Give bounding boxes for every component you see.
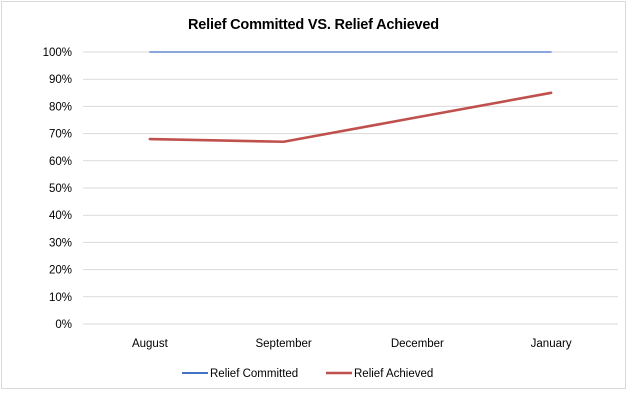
y-tick-label: 100% — [43, 47, 72, 59]
y-tick-label: 30% — [49, 237, 72, 249]
x-tick-label: September — [255, 338, 311, 350]
y-tick-label: 20% — [49, 265, 72, 277]
series-line-relief-achieved — [150, 93, 551, 142]
x-tick-label: August — [132, 338, 169, 350]
y-tick-label: 40% — [49, 210, 72, 222]
y-tick-label: 10% — [49, 292, 72, 304]
y-tick-label: 50% — [49, 183, 72, 195]
y-tick-label: 70% — [49, 129, 72, 141]
legend-label: Relief Achieved — [354, 368, 433, 380]
y-tick-label: 80% — [49, 101, 72, 113]
x-tick-label: December — [391, 338, 444, 350]
y-tick-label: 90% — [49, 74, 72, 86]
legend-label: Relief Committed — [210, 368, 298, 380]
y-tick-label: 60% — [49, 156, 72, 168]
y-tick-label: 0% — [55, 319, 72, 331]
x-tick-label: January — [531, 338, 572, 350]
